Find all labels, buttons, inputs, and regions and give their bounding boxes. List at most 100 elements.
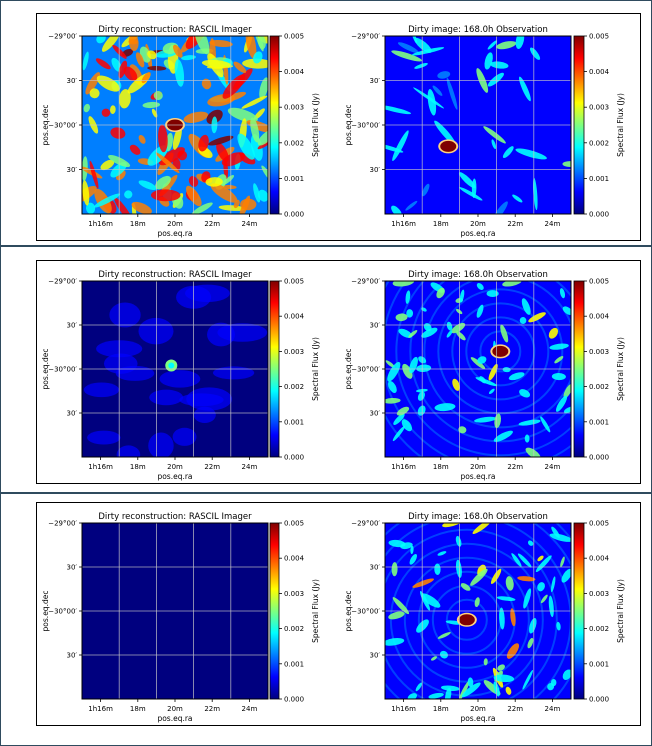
- y-tick-label: −30°00′: [351, 366, 380, 374]
- heatmap-blob: [110, 127, 126, 139]
- heatmap-blob: [436, 287, 445, 299]
- colorbar-tick-label: 0.001: [284, 175, 304, 183]
- heatmap-blob: [427, 89, 437, 116]
- heatmap-blob: [488, 363, 498, 381]
- heatmap-blob: [502, 367, 511, 373]
- colorbar-tick-label: 0.001: [589, 418, 609, 426]
- heatmap-blob: [505, 576, 514, 591]
- colorbar-tick-label: 0.005: [284, 278, 304, 286]
- x-axis-label: pos.eq.ra: [460, 472, 495, 481]
- heatmap-blob: [421, 593, 441, 608]
- colorbar: [269, 522, 280, 700]
- heatmap-blob: [458, 172, 476, 189]
- heatmap-blob: [491, 139, 497, 150]
- heatmap-blob: [551, 526, 560, 539]
- plot-title: Dirty image: 168.0h Observation: [408, 25, 548, 35]
- x-tick-label: 20m: [470, 463, 486, 471]
- heatmap-blob: [237, 133, 255, 160]
- heatmap-blob: [388, 380, 397, 393]
- heatmap-blob: [502, 146, 514, 159]
- colorbar-tick-label: 0.004: [284, 555, 305, 563]
- x-tick-label: 18m: [433, 463, 449, 471]
- heatmap-blob: [123, 66, 138, 82]
- heatmap-blob: [186, 387, 233, 411]
- heatmap-blob: [181, 55, 196, 61]
- heatmap-blob: [549, 343, 569, 350]
- heatmap-blob: [555, 395, 568, 412]
- heatmap-blob: [467, 677, 474, 688]
- colorbar-tick-label: 0.003: [589, 590, 609, 598]
- heatmap-blob: [408, 330, 418, 338]
- y-tick-label: −29°00′: [351, 520, 380, 528]
- heatmap-blob: [257, 129, 268, 146]
- colorbar-tick-label: 0.001: [284, 660, 304, 668]
- heatmap-blob: [253, 183, 261, 203]
- heatmap-blob: [194, 36, 210, 55]
- heatmap-blob: [446, 321, 453, 331]
- heatmap-blob: [100, 159, 115, 171]
- heatmap-blob: [430, 656, 438, 661]
- heatmap-blob: [474, 416, 497, 423]
- y-tick-label: −29°00′: [351, 33, 380, 41]
- y-tick-label: −29°00′: [48, 278, 77, 286]
- heatmap-blob: [398, 328, 413, 338]
- heatmap-blob: [515, 148, 547, 160]
- heatmap-blob: [142, 101, 161, 109]
- point-source: [440, 140, 457, 152]
- colorbar: [573, 522, 585, 700]
- heatmap-blob: [561, 568, 571, 583]
- heatmap-image-left: [82, 281, 268, 457]
- colorbar-tick-label: 0.000: [284, 211, 304, 219]
- heatmap-blob: [523, 588, 532, 609]
- y-axis-label: pos.eq.dec: [344, 591, 353, 632]
- heatmap-blob: [147, 50, 157, 60]
- heatmap-blob: [153, 90, 163, 101]
- heatmap-blob: [387, 361, 401, 382]
- heatmap-blob: [505, 686, 512, 695]
- heatmap-blob: [488, 388, 495, 394]
- heatmap-blob: [452, 378, 460, 391]
- y-tick-label: −29°00′: [351, 278, 380, 286]
- heatmap-blob: [151, 108, 158, 118]
- colorbar-tick-label: 0.005: [589, 520, 609, 528]
- plot-title: Dirty image: 168.0h Observation: [408, 512, 548, 522]
- heatmap-blob: [476, 304, 484, 318]
- heatmap-blob: [114, 197, 133, 214]
- heatmap-blob: [491, 201, 508, 214]
- x-axis-label: pos.eq.ra: [460, 229, 495, 238]
- heatmap-blob: [82, 51, 89, 71]
- heatmap-blob: [393, 413, 405, 425]
- heatmap-blob: [397, 42, 419, 54]
- heatmap-blob: [421, 183, 430, 197]
- heatmap-blob: [239, 195, 251, 214]
- heatmap-blob: [434, 403, 456, 412]
- heatmap-blob: [241, 95, 268, 109]
- heatmap-blob: [483, 126, 506, 144]
- colorbar-label: Spectral Flux (Jy): [616, 337, 625, 401]
- colorbar-tick-label: 0.000: [284, 454, 304, 462]
- heatmap-blob: [124, 190, 133, 199]
- y-axis-label: pos.eq.dec: [41, 591, 50, 632]
- heatmap-image-right: [385, 36, 571, 214]
- heatmap-blob: [548, 595, 554, 618]
- heatmap-blob: [159, 370, 201, 388]
- colorbar-tick-label: 0.003: [589, 104, 609, 112]
- heatmap-blob: [392, 425, 405, 442]
- heatmap-blob: [446, 330, 453, 338]
- heatmap-blob: [201, 59, 232, 69]
- x-tick-label: 1h16m: [391, 705, 416, 713]
- heatmap-blob: [437, 71, 451, 79]
- heatmap-blob: [253, 51, 263, 64]
- heatmap-blob: [511, 553, 522, 567]
- x-tick-label: 20m: [167, 220, 183, 228]
- heatmap-blob: [500, 324, 509, 343]
- heatmap-blob: [201, 78, 212, 90]
- colorbar: [573, 35, 585, 215]
- colorbar-tick-label: 0.002: [589, 625, 609, 633]
- y-tick-label: 30′: [67, 322, 78, 330]
- x-tick-label: 1h16m: [391, 220, 416, 228]
- heatmap-ring: [395, 281, 571, 457]
- heatmap-blob: [525, 447, 541, 457]
- heatmap-blob: [476, 283, 484, 290]
- heatmap-blob: [455, 559, 462, 578]
